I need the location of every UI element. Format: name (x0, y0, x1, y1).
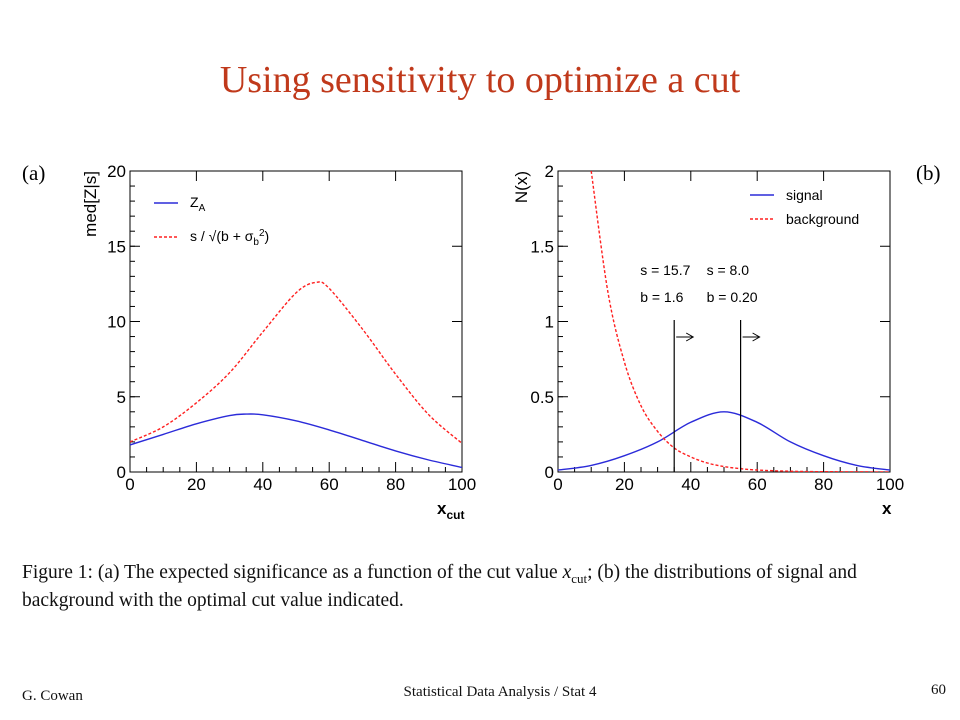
cut-signal-label: s = 15.7 (640, 262, 690, 278)
caption-part2: ; (b) the distributions of signal and ba… (22, 562, 857, 611)
caption-variable-sub: cut (571, 570, 588, 586)
y-axis-label: N(x) (512, 171, 531, 203)
x-tick-label: 100 (448, 475, 476, 494)
y-tick-label: 1 (545, 313, 554, 332)
x-axis-label: xcut (437, 499, 464, 522)
y-tick-label: 0 (545, 463, 554, 482)
legend-label-ratio: s / √(b + σb2) (190, 228, 269, 248)
legend-label-background: background (786, 211, 859, 227)
series-line-s-sqrt-b-b- (130, 281, 462, 444)
legend-ratio-close: ) (265, 228, 270, 244)
legend-ratio-main: s / √(b + σ (190, 228, 254, 244)
x-axis-label-sub: cut (446, 508, 464, 522)
series-line-z-a (130, 413, 462, 469)
plot-frame (129, 170, 463, 473)
x-axis-label: x (882, 499, 892, 518)
figure-caption: Figure 1: (a) The expected significance … (22, 562, 952, 612)
cut-signal-label: s = 8.0 (707, 262, 750, 278)
x-tick-label: 80 (814, 475, 833, 494)
x-tick-label: 60 (320, 475, 339, 494)
x-tick-label: 40 (681, 475, 700, 494)
x-tick-label: 0 (125, 475, 134, 494)
footer-author: G. Cowan (22, 688, 83, 704)
cut-arrow-head (752, 332, 761, 342)
cut-background-label: b = 1.6 (640, 289, 683, 305)
slide-title: Using sensitivity to optimize a cut (219, 59, 741, 101)
x-tick-label: 40 (253, 475, 272, 494)
legend-label-signal: signal (786, 187, 823, 203)
y-tick-label: 2 (545, 162, 554, 181)
x-tick-label: 0 (553, 475, 562, 494)
footer-course-title: Statistical Data Analysis / Stat 4 (403, 684, 597, 700)
y-tick-label: 5 (117, 388, 126, 407)
y-tick-label: 15 (107, 237, 126, 256)
x-tick-label: 100 (876, 475, 904, 494)
y-tick-label: 0 (117, 463, 126, 482)
page-number: 60 (931, 682, 946, 698)
y-tick-label: 0.5 (530, 388, 554, 407)
caption-lead: Figure 1: (22, 562, 93, 583)
x-tick-label: 20 (615, 475, 634, 494)
caption-part1: (a) The expected significance as a funct… (97, 562, 558, 583)
cut-background-label: b = 0.20 (707, 289, 758, 305)
legend-za-main: Z (190, 194, 199, 210)
cut-arrow-head (685, 332, 695, 342)
panel-label: (a) (22, 161, 45, 185)
legend-za-sub: A (199, 203, 206, 214)
y-tick-label: 10 (107, 313, 126, 332)
y-tick-label: 1.5 (530, 237, 554, 256)
panel-label: (b) (916, 161, 941, 185)
caption-variable: x (562, 562, 572, 583)
legend-ratio-sup: 2 (259, 228, 265, 239)
x-tick-label: 20 (187, 475, 206, 494)
x-axis-label-main: x (437, 499, 447, 518)
y-tick-label: 20 (107, 162, 126, 181)
y-axis-label: med[Z|s] (81, 171, 100, 237)
panel-b-chart: 0 20 40 60 80 100 0 0.5 1 1.5 2 x N(x) (b) signal backg… (512, 161, 941, 518)
series-line-background (590, 171, 890, 472)
x-tick-label: 60 (748, 475, 767, 494)
series-line-signal (558, 411, 890, 471)
x-tick-label: 80 (386, 475, 405, 494)
legend-label-za: ZA (190, 194, 206, 214)
legend-ratio-sub: b (253, 237, 259, 248)
